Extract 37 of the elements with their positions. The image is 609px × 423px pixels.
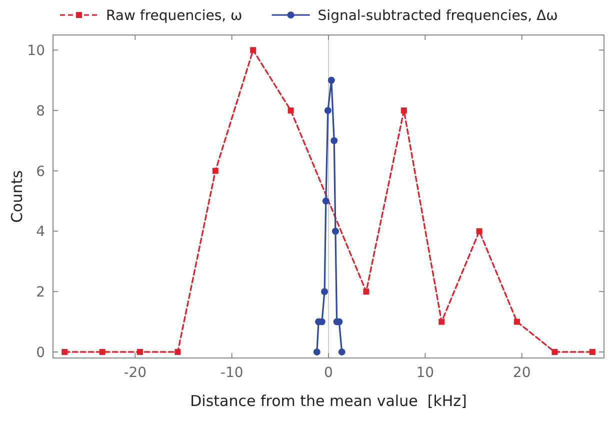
point: [552, 348, 558, 355]
point: [62, 348, 68, 355]
y-tick-label: 4: [36, 224, 46, 240]
point: [332, 228, 339, 235]
point: [99, 348, 106, 355]
point: [212, 168, 218, 174]
point: [322, 198, 330, 205]
point: [330, 137, 338, 144]
y-tick-label: 10: [27, 43, 45, 60]
y-tick-label: 0: [36, 344, 45, 361]
point: [250, 47, 256, 54]
y-tick-label: 2: [36, 284, 45, 301]
y-axis-title: Counts: [8, 170, 26, 223]
x-axis-title: Distance from the mean value [kHz]: [190, 392, 467, 410]
point: [589, 348, 596, 355]
y-tick-label: 6: [36, 164, 46, 180]
point: [137, 348, 143, 355]
point: [328, 76, 335, 84]
legend-label: Raw frequencies, ω: [106, 8, 242, 24]
point: [400, 107, 407, 114]
point: [476, 228, 482, 234]
point: [174, 348, 181, 355]
x-tick-label: 10: [416, 365, 434, 381]
x-tick-label: 20: [512, 365, 531, 381]
legend-label: Signal-subtracted frequencies, Δω: [318, 8, 558, 24]
y-tick-label: 8: [36, 103, 45, 120]
x-tick-label: -10: [220, 365, 244, 381]
point: [363, 288, 370, 295]
point: [313, 348, 320, 356]
point: [338, 348, 346, 356]
point: [321, 288, 328, 296]
x-tick-label: -20: [124, 365, 147, 381]
point: [324, 106, 332, 114]
x-tick-label: 0: [324, 365, 333, 381]
point: [288, 107, 294, 114]
point: [514, 318, 520, 325]
point: [438, 318, 445, 325]
